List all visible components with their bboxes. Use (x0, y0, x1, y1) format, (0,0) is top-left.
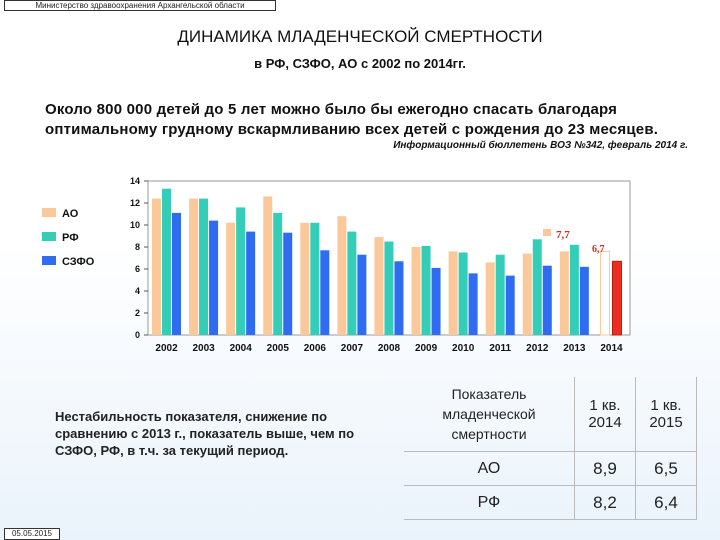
date-label: 05.05.2015 (4, 528, 60, 540)
table-cell-value: 8,9 (574, 451, 636, 486)
ministry-label: Министерство здравоохранения Архангельск… (4, 0, 276, 11)
x-tick-label: 2011 (489, 343, 511, 354)
table-header-indicator: Показатель младенческой смертности (404, 377, 575, 452)
bar (357, 254, 367, 335)
x-tick-label: 2012 (526, 343, 549, 354)
bar (505, 275, 515, 335)
bar (273, 212, 283, 335)
x-tick-label: 2013 (563, 343, 586, 354)
legend-label: РФ (62, 232, 79, 244)
page-subtitle: в РФ, СЗФО, АО с 2002 по 2014гг. (254, 56, 466, 71)
table-cell-value: 8,2 (574, 485, 636, 520)
x-tick-label: 2010 (452, 343, 475, 354)
x-tick-label: 2009 (415, 343, 438, 354)
bar (162, 188, 171, 335)
annotation-label: 7,7 (556, 229, 570, 241)
x-tick-label: 2004 (230, 343, 253, 354)
x-tick-label: 2006 (304, 343, 327, 354)
legend-swatch (42, 232, 56, 241)
page-title: ДИНАМИКА МЛАДЕНЧЕСКОЙ СМЕРТНОСТИ (177, 27, 543, 46)
quote-text: Около 800 000 детей до 5 лет можно было … (45, 101, 659, 138)
legend-label: СЗФО (62, 256, 95, 268)
bar (310, 222, 320, 335)
bar (448, 251, 458, 335)
y-tick-label: 10 (130, 220, 140, 230)
table-cell-value: 6,4 (635, 485, 697, 520)
legend-label: АО (62, 208, 79, 220)
bar (337, 216, 347, 335)
bar (199, 198, 209, 335)
bar (172, 212, 181, 335)
bar (209, 220, 219, 335)
bar (421, 245, 431, 335)
bar (431, 267, 441, 335)
bar (347, 231, 357, 335)
bar (458, 252, 468, 335)
table-row: АО 8,9 6,5 (404, 451, 697, 486)
bar (236, 207, 246, 335)
annotation-marker (543, 229, 551, 236)
legend-swatch (42, 256, 56, 265)
table-cell-region: АО (404, 451, 575, 486)
bar (495, 254, 505, 335)
bar (226, 222, 236, 335)
bar (189, 198, 199, 335)
table-cell-value: 6,5 (635, 451, 697, 486)
bar (283, 232, 293, 335)
bar (411, 247, 421, 335)
chart-container: 0 2 4 6 8 10 12 14 2002 2003 2004 2005 2006 2007 2008 2… (30, 168, 642, 358)
x-tick-label: 2008 (378, 343, 401, 354)
bar (542, 265, 552, 335)
bar (263, 196, 273, 335)
source-citation: Информационный бюллетень ВОЗ №342, февра… (393, 140, 688, 151)
x-tick-label: 2003 (192, 343, 215, 354)
bar (320, 250, 330, 335)
bar (579, 266, 589, 335)
bar (468, 273, 478, 335)
x-tick-label: 2014 (600, 343, 623, 354)
bar (384, 241, 394, 335)
note-text: Нестабильность показателя, снижение по с… (55, 409, 355, 458)
bar (611, 260, 622, 336)
annotation-label: 6,7 (592, 244, 605, 255)
bar (569, 244, 579, 335)
bar (300, 222, 310, 335)
infant-mortality-chart: 0 2 4 6 8 10 12 14 2002 2003 2004 2005 2006 2007 2008 2… (42, 176, 631, 354)
y-tick-label: 8 (135, 242, 140, 252)
y-tick-label: 0 (135, 330, 140, 340)
bar (559, 251, 569, 335)
x-tick-label: 2002 (155, 343, 178, 354)
y-tick-label: 4 (135, 286, 140, 296)
bar-2014-outline (599, 250, 610, 336)
bar (394, 261, 404, 335)
legend-swatch (42, 208, 56, 217)
bar (522, 253, 532, 335)
table-header-row: Показатель младенческой смертности 1 кв.… (404, 377, 697, 452)
table-header-q1-2014: 1 кв. 2014 (574, 377, 636, 452)
y-tick-label: 2 (135, 308, 140, 318)
x-tick-label: 2007 (341, 343, 364, 354)
table-row: РФ 8,2 6,4 (404, 485, 697, 520)
x-tick-label: 2005 (267, 343, 290, 354)
table-cell-region: РФ (404, 485, 575, 520)
y-tick-label: 6 (135, 264, 140, 274)
bar (532, 239, 542, 335)
table-header-q1-2015: 1 кв. 2015 (635, 377, 697, 452)
bar (374, 237, 384, 335)
bar (152, 198, 161, 335)
y-tick-label: 12 (130, 198, 140, 208)
stats-table: Показатель младенческой смертности 1 кв.… (404, 377, 697, 520)
bar (246, 231, 256, 335)
bar (485, 262, 495, 335)
y-tick-label: 14 (130, 176, 140, 186)
